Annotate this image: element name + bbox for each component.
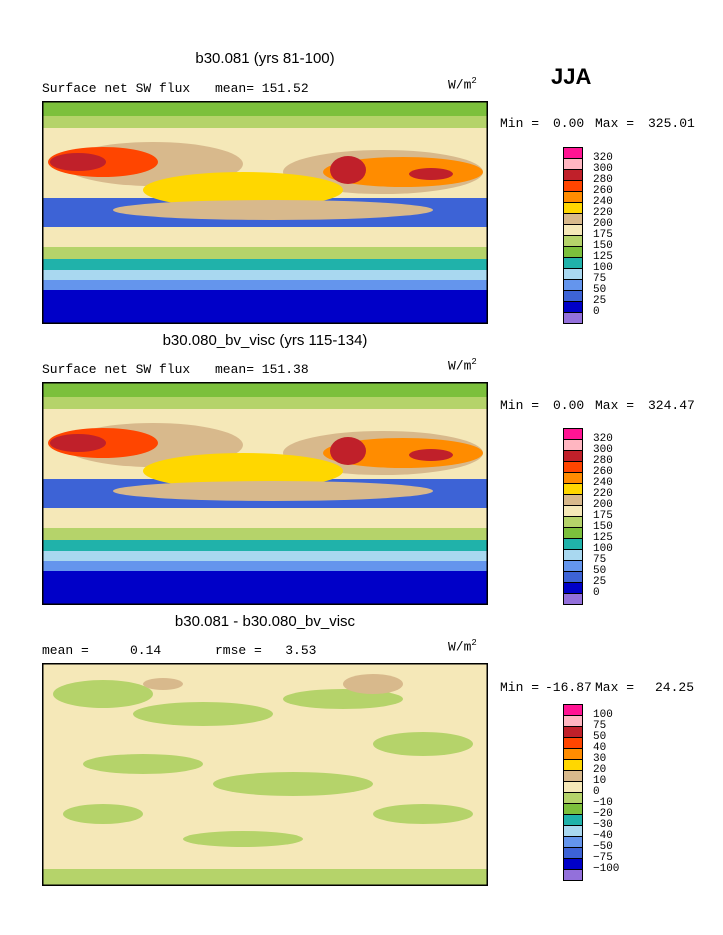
colorbar-label: 175 (593, 510, 613, 522)
panel-3-colorbar (563, 704, 583, 881)
colorbar-label: 100 (593, 709, 613, 721)
panel-2-map (42, 382, 488, 605)
panel-1-colorbar (563, 147, 583, 324)
panel-3-mean-label: mean = (42, 643, 89, 658)
colorbar-label: 320 (593, 433, 613, 445)
panel-2-variable: Surface net SW flux (42, 362, 191, 377)
panel-3-map (42, 663, 488, 886)
panel-1-colorbar-labels: 320 300 280 260 240 220 200 175 150 125 100 75 50 25 0 (593, 152, 633, 318)
colorbar-label: 175 (593, 229, 613, 241)
colorbar-label: 280 (593, 174, 613, 186)
colorbar-swatch (563, 869, 583, 881)
panel-3-title: b30.081 - b30.080_bv_visc (174, 613, 356, 630)
panel-1-min-label: Min = (500, 116, 540, 131)
panel-3-max-value: 24.25 (655, 680, 695, 695)
colorbar-label: 280 (593, 455, 613, 467)
season-label: JJA (551, 64, 592, 89)
colorbar-label: 220 (593, 488, 613, 500)
colorbar-label: 200 (593, 499, 613, 511)
panel-1-max-label: Max = (595, 116, 635, 131)
panel-1-mean: mean= 151.52 (215, 81, 309, 96)
colorbar-label: 150 (593, 240, 613, 252)
colorbar-swatch (563, 312, 583, 324)
panel-1-map-canvas (43, 102, 487, 323)
panel-2-map-canvas (43, 383, 487, 604)
colorbar-label: 50 (593, 731, 607, 743)
colorbar-label: 240 (593, 196, 613, 208)
panel-3-max-label: Max = (595, 680, 635, 695)
colorbar-label: 25 (593, 295, 607, 307)
panel-2-colorbar-labels: 320 300 280 260 240 220 200 175 150 125 100 75 50 25 0 (593, 433, 633, 599)
colorbar-label: −40 (593, 830, 613, 842)
colorbar-swatch (563, 593, 583, 605)
colorbar-label: 320 (593, 152, 613, 164)
colorbar-label: 240 (593, 477, 613, 489)
panel-2-min-value: 0.00 (553, 398, 585, 413)
colorbar-label: 75 (593, 720, 607, 732)
panel-3-min-value: -16.87 (545, 680, 592, 695)
colorbar-label: 40 (593, 742, 607, 754)
colorbar-label: 30 (593, 753, 607, 765)
colorbar-label: 100 (593, 543, 613, 555)
colorbar-label: 260 (593, 466, 613, 478)
colorbar-label: 125 (593, 251, 613, 263)
colorbar-label: 100 (593, 262, 613, 274)
colorbar-label: 200 (593, 218, 613, 230)
colorbar-label: −50 (593, 841, 613, 853)
panel-2-max-label: Max = (595, 398, 635, 413)
colorbar-label: 220 (593, 207, 613, 219)
colorbar-label: 125 (593, 532, 613, 544)
panel-3-rmse: rmse = 3.53 (215, 643, 317, 658)
colorbar-label: −75 (593, 852, 613, 864)
panel-3-units: W/m2 (448, 638, 477, 655)
colorbar-label: 50 (593, 284, 607, 296)
panel-3-mean-value: 0.14 (130, 643, 162, 658)
panel-1-max-value: 325.01 (648, 116, 695, 131)
colorbar-label: 0 (593, 306, 600, 318)
panel-1-units: W/m2 (448, 76, 477, 93)
colorbar-label: −100 (593, 863, 620, 875)
colorbar-label: −10 (593, 797, 613, 809)
colorbar-label: 75 (593, 273, 607, 285)
panel-2-title: b30.080_bv_visc (yrs 115-134) (162, 332, 368, 349)
colorbar-label: 300 (593, 444, 613, 456)
panel-2-max-value: 324.47 (648, 398, 695, 413)
panel-1-min-value: 0.00 (553, 116, 585, 131)
colorbar-label: 300 (593, 163, 613, 175)
panel-1-map (42, 101, 488, 324)
colorbar-label: 0 (593, 587, 600, 599)
panel-2-mean: mean= 151.38 (215, 362, 309, 377)
colorbar-label: 0 (593, 786, 600, 798)
panel-3-colorbar-labels: 100 75 50 40 30 20 10 0 −10 −20 −30 −40 −50 −75 −100 (593, 709, 633, 875)
panel-2-units: W/m2 (448, 357, 477, 374)
colorbar-label: 25 (593, 576, 607, 588)
panel-3-min-label: Min = (500, 680, 540, 695)
colorbar-label: 50 (593, 565, 607, 577)
colorbar-label: −30 (593, 819, 613, 831)
panel-1-title: b30.081 (yrs 81-100) (195, 50, 335, 67)
colorbar-label: 20 (593, 764, 607, 776)
panel-3-map-canvas (43, 664, 487, 885)
colorbar-label: 150 (593, 521, 613, 533)
panel-2-min-label: Min = (500, 398, 540, 413)
colorbar-label: −20 (593, 808, 613, 820)
colorbar-label: 10 (593, 775, 607, 787)
colorbar-label: 75 (593, 554, 607, 566)
panel-2-colorbar (563, 428, 583, 605)
colorbar-label: 260 (593, 185, 613, 197)
panel-1-variable: Surface net SW flux (42, 81, 191, 96)
